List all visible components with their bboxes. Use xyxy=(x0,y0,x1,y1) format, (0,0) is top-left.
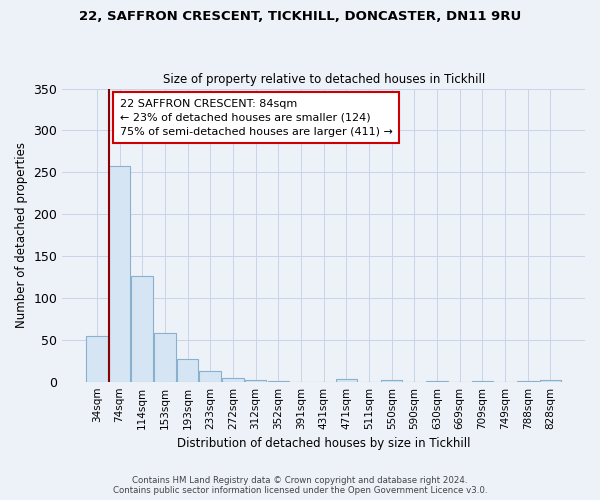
X-axis label: Distribution of detached houses by size in Tickhill: Distribution of detached houses by size … xyxy=(177,437,470,450)
Bar xyxy=(539,380,561,382)
Bar xyxy=(335,379,357,382)
Bar xyxy=(381,380,403,382)
Title: Size of property relative to detached houses in Tickhill: Size of property relative to detached ho… xyxy=(163,73,485,86)
Bar xyxy=(268,381,289,382)
Bar xyxy=(426,381,448,382)
Y-axis label: Number of detached properties: Number of detached properties xyxy=(15,142,28,328)
Bar xyxy=(86,336,107,382)
Bar xyxy=(109,166,130,382)
Bar xyxy=(472,381,493,382)
Bar xyxy=(222,378,244,382)
Bar xyxy=(131,276,153,382)
Bar xyxy=(199,371,221,382)
Bar xyxy=(154,333,176,382)
Text: 22 SAFFRON CRESCENT: 84sqm
← 23% of detached houses are smaller (124)
75% of sem: 22 SAFFRON CRESCENT: 84sqm ← 23% of deta… xyxy=(119,98,392,136)
Bar xyxy=(245,380,266,382)
Bar xyxy=(177,359,199,382)
Text: 22, SAFFRON CRESCENT, TICKHILL, DONCASTER, DN11 9RU: 22, SAFFRON CRESCENT, TICKHILL, DONCASTE… xyxy=(79,10,521,23)
Text: Contains HM Land Registry data © Crown copyright and database right 2024.
Contai: Contains HM Land Registry data © Crown c… xyxy=(113,476,487,495)
Bar xyxy=(517,381,539,382)
